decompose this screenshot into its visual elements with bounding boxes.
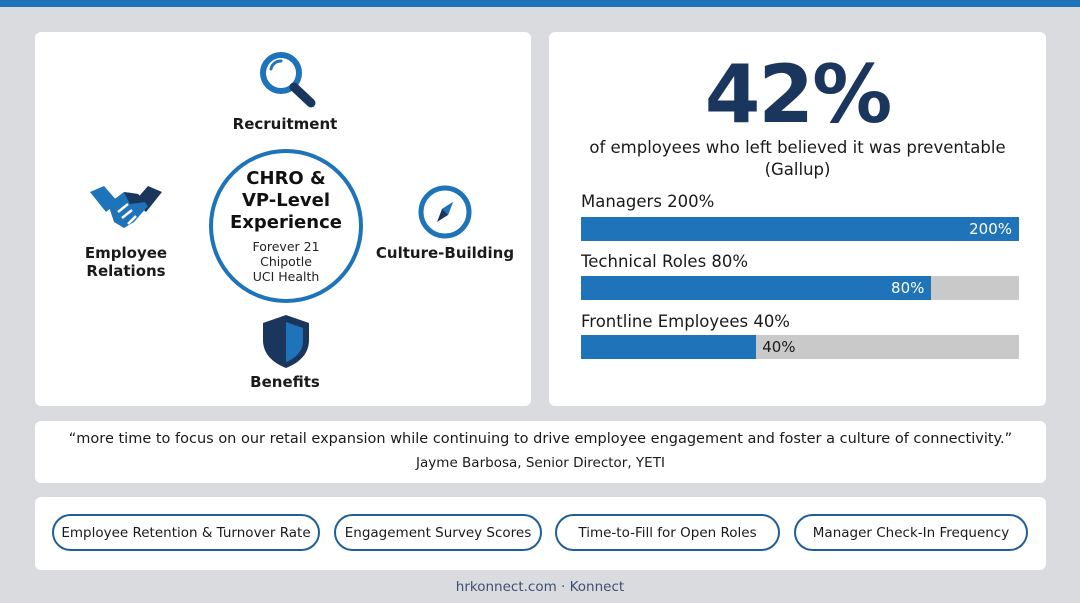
bar-managers	[581, 217, 1019, 241]
testimonial-author: Jayme Barbosa, Senior Director, YETI	[416, 455, 665, 471]
metric-pill-retention: Employee Retention & Turnover Rate	[52, 514, 320, 551]
experience-title: CHRO & VP-Level Experience	[221, 168, 351, 234]
hr-pillars-card: Recruitment Employee Relations Culture-B…	[35, 32, 531, 406]
metrics-card: Employee Retention & Turnover Rate Engag…	[35, 497, 1046, 570]
employee-relations-line2: Relations	[86, 262, 166, 280]
shield-icon	[263, 315, 309, 368]
metric-pill-engagement: Engagement Survey Scores	[334, 514, 542, 551]
bar-track-frontline-employees: 40%	[581, 335, 1019, 359]
pillar-label-benefits: Benefits	[250, 373, 320, 391]
stat-caption-line1: of employees who left believed it was pr…	[589, 138, 1006, 157]
bar-label-frontline-employees: Frontline Employees 40%	[581, 312, 790, 331]
testimonial-card: “more time to focus on our retail expans…	[35, 421, 1046, 483]
metric-pill-time-to-fill: Time-to-Fill for Open Roles	[555, 514, 780, 551]
company-forever21: Forever 21	[252, 239, 320, 254]
bar-label-technical-roles: Technical Roles 80%	[581, 252, 749, 271]
experience-title-line2: VP-Level	[241, 190, 331, 211]
testimonial-quote: “more time to focus on our retail expans…	[68, 431, 1013, 447]
turnover-stat-card: 42% of employees who left believed it wa…	[549, 32, 1046, 406]
bar-value-managers: 200%	[969, 220, 1012, 238]
company-uci-health: UCI Health	[252, 269, 320, 284]
stat-caption-source: (Gallup)	[764, 160, 831, 179]
magnifier-icon	[260, 52, 316, 108]
bar-technical-roles	[581, 276, 932, 300]
bar-frontline-employees	[581, 335, 757, 359]
bar-label-managers: Managers 200%	[581, 192, 715, 211]
stat-caption: of employees who left believed it was pr…	[549, 137, 1046, 181]
bar-track-technical-roles: 80%	[581, 276, 1019, 300]
compass-icon	[418, 185, 472, 239]
bar-value-technical-roles: 80%	[891, 279, 925, 297]
handshake-icon	[90, 186, 162, 228]
experience-title-line1: CHRO &	[246, 168, 326, 189]
pillar-label-employee-relations: Employee Relations	[70, 244, 182, 280]
experience-title-line3: Experience	[230, 212, 342, 233]
top-accent-bar	[0, 0, 1080, 7]
pillar-label-culture-building: Culture-Building	[375, 244, 515, 262]
footer-credit: hrkonnect.com · Konnect	[455, 579, 625, 595]
company-chipotle: Chipotle	[260, 254, 312, 269]
employee-relations-line1: Employee	[84, 244, 168, 262]
metric-pill-manager-checkin: Manager Check-In Frequency	[794, 514, 1028, 551]
experience-circle: CHRO & VP-Level Experience Forever 21 Ch…	[209, 149, 363, 303]
company-list: Forever 21 Chipotle UCI Health	[252, 239, 319, 284]
bar-value-frontline-employees: 40%	[762, 338, 796, 356]
pillar-label-recruitment: Recruitment	[232, 115, 338, 133]
headline-stat: 42%	[704, 48, 892, 141]
bar-track-managers: 200%	[581, 217, 1019, 241]
